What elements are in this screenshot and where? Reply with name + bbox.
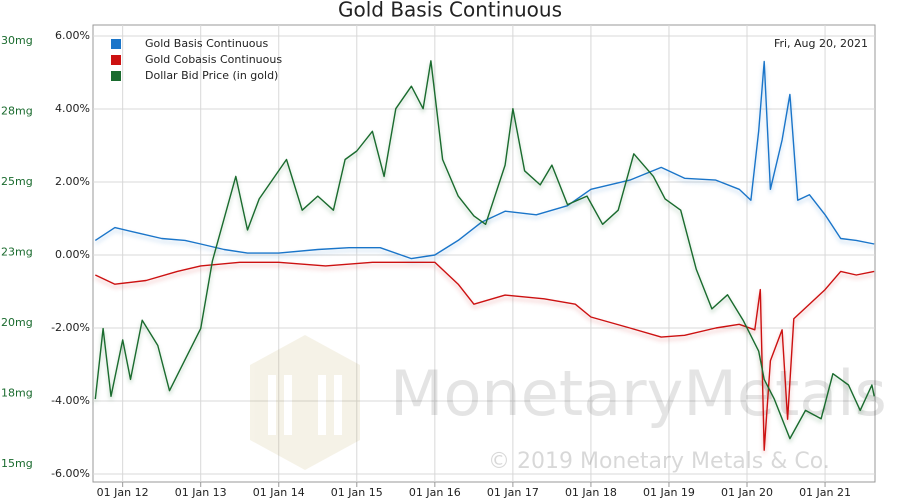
- series-line: [95, 261, 875, 451]
- series-line: [94, 60, 875, 260]
- y2-tick-label: 25mg: [1, 175, 33, 188]
- y2-tick-label: 30mg: [1, 34, 33, 47]
- chart-title: Gold Basis Continuous: [338, 0, 562, 22]
- legend-swatch: [111, 39, 121, 49]
- x-tick-label: 01 Jan 16: [409, 486, 461, 499]
- y-tick-label: -2.00%: [51, 321, 90, 334]
- legend-swatch: [111, 71, 121, 81]
- legend-label: Dollar Bid Price (in gold): [145, 69, 278, 82]
- x-tick-label: 01 Jan 17: [487, 486, 539, 499]
- y2-tick-label: 28mg: [1, 105, 33, 118]
- x-tick-label: 01 Jan 19: [643, 486, 695, 499]
- copyright: © 2019 Monetary Metals & Co.: [488, 449, 830, 474]
- plot-area: [92, 24, 876, 483]
- legend-label: Gold Basis Continuous: [145, 37, 268, 50]
- y2-tick-label: 15mg: [1, 457, 33, 470]
- y-tick-label: 0.00%: [55, 248, 90, 261]
- y-tick-label: 6.00%: [55, 29, 90, 42]
- legend-swatch: [111, 55, 121, 65]
- series-line: [94, 60, 875, 440]
- x-tick-label: 01 Jan 21: [799, 486, 851, 499]
- watermark: MonetaryMetals: [390, 357, 887, 430]
- x-tick-label: 01 Jan 14: [253, 486, 305, 499]
- y2-tick-label: 20mg: [1, 316, 33, 329]
- date-label: Fri, Aug 20, 2021: [774, 37, 868, 50]
- legend-label: Gold Cobasis Continuous: [145, 53, 282, 66]
- y-tick-label: 2.00%: [55, 175, 90, 188]
- x-tick-label: 01 Jan 18: [565, 486, 617, 499]
- x-tick-label: 01 Jan 13: [175, 486, 227, 499]
- x-tick-label: 01 Jan 15: [331, 486, 383, 499]
- y2-tick-label: 23mg: [1, 246, 33, 259]
- watermark-logo: [250, 335, 360, 470]
- y-tick-label: 4.00%: [55, 102, 90, 115]
- y-tick-label: -4.00%: [51, 394, 90, 407]
- x-tick-label: 01 Jan 20: [721, 486, 773, 499]
- y2-tick-label: 18mg: [1, 386, 33, 399]
- y-tick-label: -6.00%: [51, 467, 90, 480]
- x-tick-label: 01 Jan 12: [97, 486, 149, 499]
